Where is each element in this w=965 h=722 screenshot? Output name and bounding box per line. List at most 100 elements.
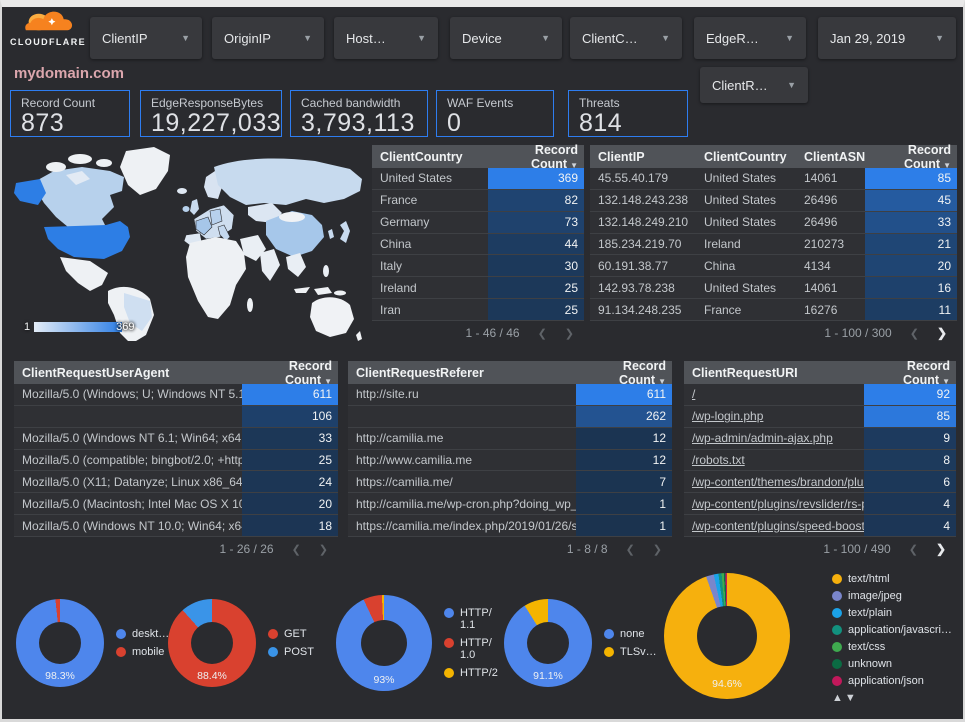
prev-page-icon[interactable]: ❮ bbox=[625, 543, 635, 556]
table-row: Mozilla/5.0 (compatible; bingbot/2.0; +h… bbox=[14, 449, 338, 472]
filter-device[interactable]: Device ▼ bbox=[450, 17, 562, 59]
table-row: 132.148.243.238 United States 26496 45 bbox=[590, 189, 957, 212]
column-header[interactable]: ClientRequestURI bbox=[692, 365, 798, 380]
tls-version-donut[interactable]: 91.1% bbox=[504, 599, 592, 687]
filter-originip-label: OriginIP bbox=[224, 30, 271, 46]
prev-page-icon[interactable]: ❮ bbox=[537, 327, 547, 340]
table-row: China 44 bbox=[372, 233, 584, 256]
next-page-icon[interactable]: ❯ bbox=[318, 543, 328, 556]
filter-clientrequest-label: ClientR… bbox=[712, 77, 768, 93]
column-header[interactable]: ClientASN bbox=[804, 149, 866, 164]
uri-link[interactable]: /wp-content/themes/brandon/plu… bbox=[692, 474, 864, 489]
legend-item: POST bbox=[268, 646, 314, 658]
sort-down-icon[interactable]: ▼ bbox=[844, 692, 858, 704]
page-title: mydomain.com bbox=[14, 65, 125, 82]
table-header: ClientRequestReferer Record Count ▼ bbox=[348, 358, 672, 387]
prev-page-icon[interactable]: ❮ bbox=[291, 543, 301, 556]
next-page-icon[interactable]: ❯ bbox=[652, 543, 662, 556]
uri-link[interactable]: /wp-content/plugins/speed-booste… bbox=[692, 518, 864, 533]
chevron-down-icon: ▼ bbox=[417, 33, 426, 43]
scorecard-label: Threats bbox=[579, 96, 620, 110]
legend-item: none bbox=[604, 628, 657, 640]
legend-dot-icon bbox=[604, 629, 614, 639]
pagination-range: 1 - 26 / 26 bbox=[219, 542, 274, 557]
table-row: Iran 25 bbox=[372, 299, 584, 322]
filter-clientcountry[interactable]: ClientC… ▼ bbox=[570, 17, 682, 59]
next-page-icon[interactable]: ❯ bbox=[936, 326, 947, 341]
prev-page-icon[interactable]: ❮ bbox=[908, 543, 918, 556]
legend-item: HTTP/ 1.0 bbox=[444, 637, 494, 661]
column-header-sort[interactable]: Record Count ▼ bbox=[618, 358, 666, 387]
scorecard-edge-response-bytes: EdgeResponseBytes 19,227,033 bbox=[140, 90, 282, 137]
scorecard-threats: Threats 814 bbox=[568, 90, 688, 137]
geo-map[interactable]: 1 369 bbox=[10, 145, 368, 351]
column-header[interactable]: ClientRequestReferer bbox=[356, 365, 484, 380]
date-range-label: Jan 29, 2019 bbox=[830, 30, 906, 46]
prev-page-icon[interactable]: ❮ bbox=[909, 327, 919, 340]
legend-dot-icon bbox=[832, 642, 842, 652]
legend-dot-icon bbox=[832, 625, 842, 635]
table-row: 60.191.38.77 China 4134 20 bbox=[590, 255, 957, 278]
next-page-icon[interactable]: ❯ bbox=[935, 542, 946, 557]
map-scale-gradient bbox=[34, 322, 123, 332]
legend-item: TLSv… bbox=[604, 646, 657, 658]
content-type-donut[interactable]: 94.6% bbox=[664, 573, 790, 699]
legend-item: image/jpeg bbox=[832, 590, 952, 602]
table-row: Mozilla/5.0 (Windows NT 6.1; Win64; x64;… bbox=[14, 427, 338, 450]
pagination-range: 1 - 100 / 490 bbox=[823, 542, 891, 557]
pagination-range: 1 - 8 / 8 bbox=[566, 542, 608, 557]
date-range-filter[interactable]: Jan 29, 2019 ▼ bbox=[818, 17, 956, 59]
sort-up-icon[interactable]: ▲ bbox=[832, 692, 845, 704]
uri-link[interactable]: /wp-admin/admin-ajax.php bbox=[692, 431, 833, 446]
device-type-donut[interactable]: 98.3% bbox=[16, 599, 104, 687]
uri-link[interactable]: /wp-login.php bbox=[692, 409, 764, 424]
sort-arrow-icon: ▼ bbox=[943, 160, 951, 170]
donut-percent-label: 88.4% bbox=[197, 670, 227, 682]
chevron-down-icon: ▼ bbox=[785, 33, 794, 43]
table-row: Mozilla/5.0 (X11; Datanyze; Linux x86_64… bbox=[14, 471, 338, 494]
content-type-legend: text/html image/jpeg text/plain applicat… bbox=[832, 573, 952, 704]
legend-item: HTTP/2 bbox=[444, 667, 498, 679]
legend-dot-icon bbox=[444, 668, 454, 678]
sort-arrow-icon: ▼ bbox=[942, 376, 950, 386]
table-pagination: 1 - 100 / 300 ❮ ❯ bbox=[590, 321, 957, 345]
filter-edgeresponse[interactable]: EdgeR… ▼ bbox=[694, 17, 806, 59]
legend-item: text/html bbox=[832, 573, 952, 585]
donut-percent-label: 98.3% bbox=[45, 670, 75, 682]
column-header[interactable]: ClientCountry bbox=[704, 149, 787, 164]
chevron-down-icon: ▼ bbox=[303, 33, 312, 43]
sort-arrow-icon: ▼ bbox=[324, 376, 332, 386]
http-version-donut[interactable]: 93% bbox=[336, 595, 432, 691]
legend-dot-icon bbox=[444, 608, 454, 618]
column-header-sort[interactable]: Record Count ▼ bbox=[903, 142, 951, 171]
legend-dot-icon bbox=[832, 608, 842, 618]
filter-host[interactable]: Host… ▼ bbox=[334, 17, 438, 59]
column-header-sort[interactable]: Record Count ▼ bbox=[530, 142, 578, 171]
table-pagination: 1 - 46 / 46 ❮ ❯ bbox=[372, 321, 584, 345]
scorecard-cached-bandwidth: Cached bandwidth 3,793,113 bbox=[290, 90, 428, 137]
table-row: http://camilia.me/wp-cron.php?doing_wp_c… bbox=[348, 493, 672, 516]
http-method-donut[interactable]: 88.4% bbox=[168, 599, 256, 687]
chevron-down-icon: ▼ bbox=[787, 80, 796, 90]
table-row: /92 bbox=[684, 384, 956, 406]
column-header-sort[interactable]: Record Count ▼ bbox=[284, 358, 332, 387]
uri-link[interactable]: / bbox=[692, 387, 696, 402]
sort-arrow-icon: ▼ bbox=[570, 160, 578, 170]
filter-originip[interactable]: OriginIP ▼ bbox=[212, 17, 324, 59]
legend-dot-icon bbox=[832, 659, 842, 669]
scorecard-waf-events: WAF Events 0 bbox=[436, 90, 554, 137]
table-row: 142.93.78.238 United States 14061 16 bbox=[590, 277, 957, 300]
table-pagination: 1 - 26 / 26 ❮ ❯ bbox=[14, 537, 338, 561]
filter-clientrequest[interactable]: ClientR… ▼ bbox=[700, 67, 808, 103]
column-header-sort[interactable]: Record Count ▼ bbox=[902, 358, 950, 387]
table-row: /wp-admin/admin-ajax.php 9 bbox=[684, 427, 956, 450]
column-header[interactable]: ClientCountry bbox=[380, 149, 463, 164]
uri-link[interactable]: /wp-content/plugins/revslider/rs-p… bbox=[692, 496, 864, 511]
filter-clientip[interactable]: ClientIP ▼ bbox=[90, 17, 202, 59]
uri-link[interactable]: /robots.txt bbox=[692, 453, 745, 467]
column-header[interactable]: ClientRequestUserAgent bbox=[22, 365, 170, 380]
legend-sort-control[interactable]: ▲▼ bbox=[832, 692, 952, 704]
next-page-icon[interactable]: ❯ bbox=[564, 327, 574, 340]
column-header[interactable]: ClientIP bbox=[598, 149, 645, 164]
legend-dot-icon bbox=[604, 647, 614, 657]
